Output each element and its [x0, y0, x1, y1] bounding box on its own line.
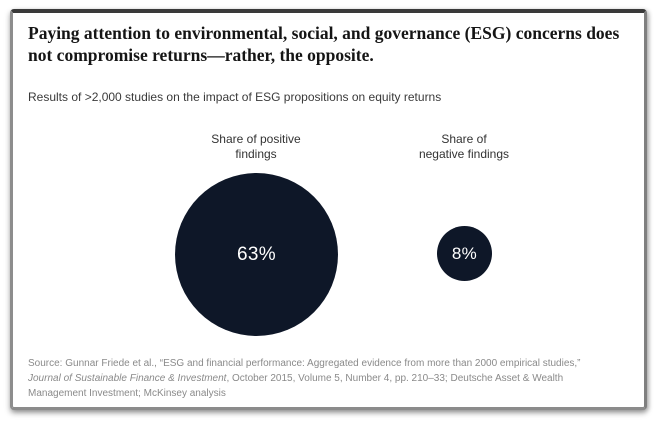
source-note: Source: Gunnar Friede et al., “ESG and f…: [28, 356, 633, 401]
exhibit-card: Paying attention to environmental, socia…: [10, 9, 647, 410]
exhibit-subtitle: Results of >2,000 studies on the impact …: [28, 90, 442, 104]
bubble-label-positive: Share of positive findings: [211, 132, 301, 161]
bubble-negative-value: 8%: [451, 243, 478, 263]
exhibit-title: Paying attention to environmental, socia…: [28, 23, 620, 65]
source-line-2-rest: , October 2015, Volume 5, Number 4, pp. …: [226, 373, 564, 384]
bubble-negative-findings: 8%: [437, 226, 492, 281]
source-line-3: Management Investment; McKinsey analysis: [28, 388, 226, 399]
source-line-2: Journal of Sustainable Finance & Investm…: [28, 371, 633, 386]
bubble-positive-findings: 63%: [175, 173, 338, 336]
source-journal-name: Journal of Sustainable Finance & Investm…: [28, 373, 227, 384]
bubble-label-negative: Share of negative findings: [418, 132, 510, 161]
bubble-positive-value: 63%: [237, 243, 276, 265]
source-line-1: Source: Gunnar Friede et al., “ESG and f…: [28, 358, 581, 369]
